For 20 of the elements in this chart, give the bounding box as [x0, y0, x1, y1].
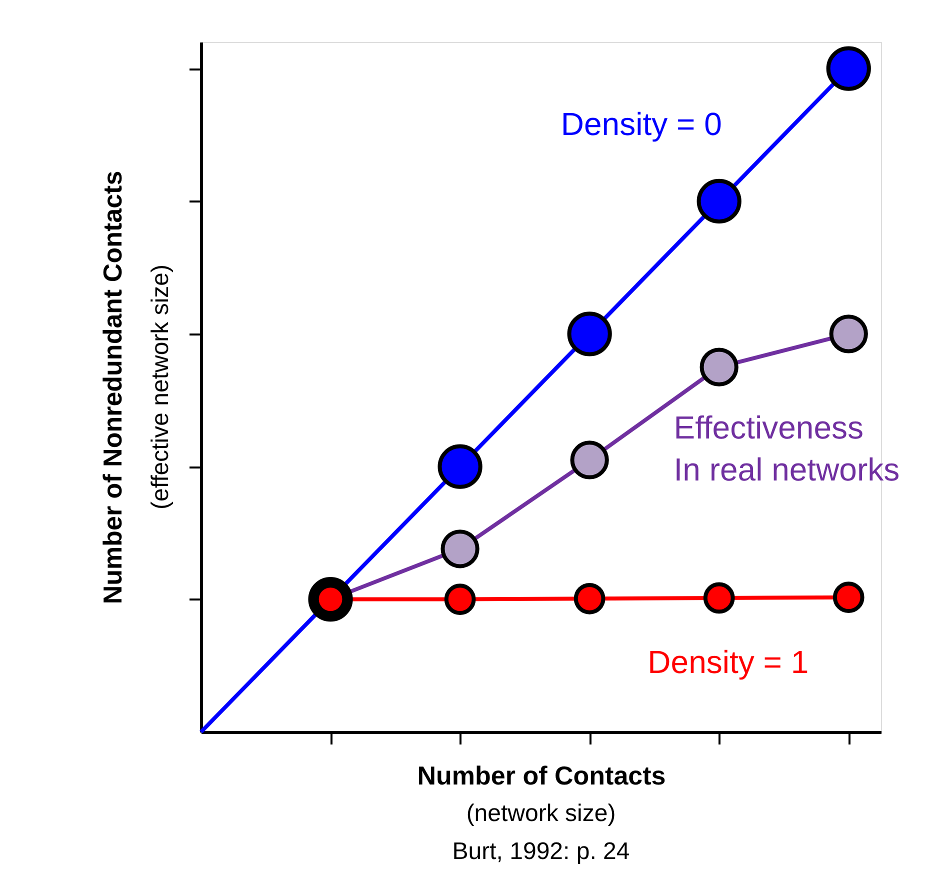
point	[826, 46, 871, 91]
point	[696, 178, 742, 224]
text: (effective network size)	[147, 264, 174, 510]
point	[570, 440, 609, 480]
series-label: Density = 1	[648, 644, 809, 680]
point	[444, 584, 476, 615]
series-label: Density = 0	[560, 106, 722, 142]
x-axis-title: Number of Contacts	[417, 760, 666, 790]
text: (network size)	[466, 800, 616, 827]
series-label: Effectiveness In real networks	[674, 409, 900, 488]
point	[440, 530, 480, 568]
point	[832, 582, 864, 613]
point	[438, 444, 482, 489]
point	[567, 312, 612, 356]
point	[700, 348, 738, 386]
point	[703, 582, 735, 614]
point	[829, 314, 868, 354]
y-axis-title: Number of Nonredundant Contacts	[98, 170, 128, 604]
point	[574, 582, 606, 614]
text: Burt, 1992: p. 24	[452, 838, 630, 865]
